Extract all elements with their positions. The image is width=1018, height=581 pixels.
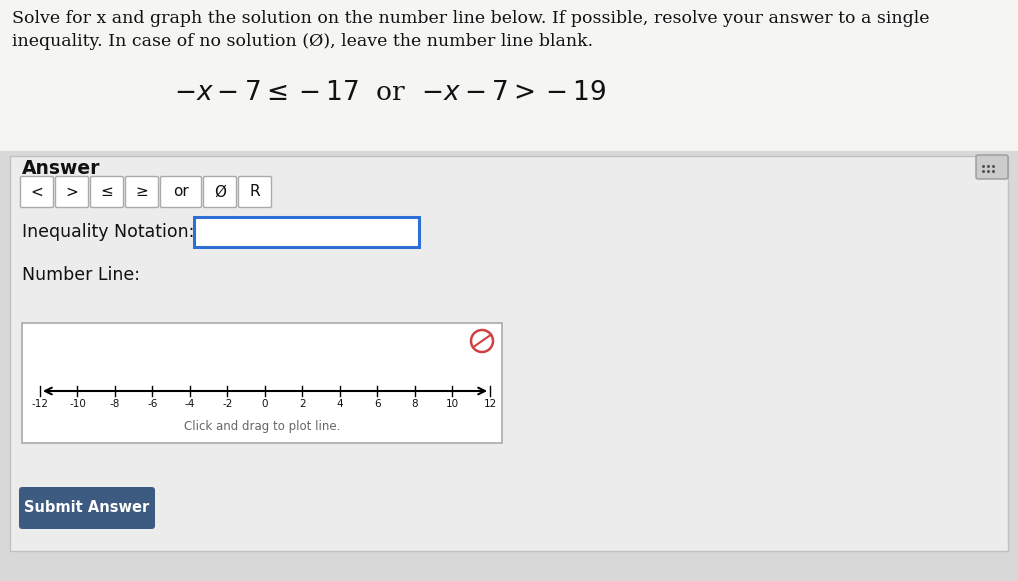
Text: -8: -8 bbox=[110, 399, 120, 409]
Text: Ø: Ø bbox=[214, 185, 226, 199]
Text: R: R bbox=[249, 185, 261, 199]
FancyBboxPatch shape bbox=[10, 156, 1008, 551]
Text: -10: -10 bbox=[69, 399, 86, 409]
Text: -6: -6 bbox=[148, 399, 158, 409]
Text: -2: -2 bbox=[222, 399, 233, 409]
FancyBboxPatch shape bbox=[20, 177, 54, 207]
Text: <: < bbox=[31, 185, 44, 199]
Text: ≥: ≥ bbox=[135, 185, 149, 199]
FancyBboxPatch shape bbox=[19, 487, 155, 529]
Text: -12: -12 bbox=[32, 399, 49, 409]
Text: or: or bbox=[173, 185, 189, 199]
FancyBboxPatch shape bbox=[976, 155, 1008, 179]
FancyBboxPatch shape bbox=[238, 177, 272, 207]
FancyBboxPatch shape bbox=[22, 323, 502, 443]
Text: Solve for x and graph the solution on the number line below. If possible, resolv: Solve for x and graph the solution on th… bbox=[12, 10, 929, 27]
Text: $-x-7\leq-17$  or  $-x-7>-19$: $-x-7\leq-17$ or $-x-7>-19$ bbox=[174, 81, 607, 106]
Text: 10: 10 bbox=[446, 399, 459, 409]
Text: Inequality Notation:: Inequality Notation: bbox=[22, 223, 194, 241]
FancyBboxPatch shape bbox=[194, 217, 419, 247]
Text: 4: 4 bbox=[337, 399, 343, 409]
Text: 8: 8 bbox=[411, 399, 418, 409]
FancyBboxPatch shape bbox=[0, 0, 1018, 151]
FancyBboxPatch shape bbox=[56, 177, 89, 207]
Text: 12: 12 bbox=[484, 399, 497, 409]
Text: inequality. In case of no solution (Ø), leave the number line blank.: inequality. In case of no solution (Ø), … bbox=[12, 33, 593, 50]
Text: ≤: ≤ bbox=[101, 185, 113, 199]
Text: Number Line:: Number Line: bbox=[22, 266, 140, 284]
Text: Answer: Answer bbox=[22, 159, 101, 178]
Text: Submit Answer: Submit Answer bbox=[24, 500, 150, 515]
FancyBboxPatch shape bbox=[91, 177, 123, 207]
Text: 6: 6 bbox=[375, 399, 381, 409]
Text: 2: 2 bbox=[299, 399, 305, 409]
FancyBboxPatch shape bbox=[125, 177, 159, 207]
Text: 0: 0 bbox=[262, 399, 269, 409]
Text: Click and drag to plot line.: Click and drag to plot line. bbox=[184, 420, 340, 433]
FancyBboxPatch shape bbox=[161, 177, 202, 207]
Text: -4: -4 bbox=[185, 399, 195, 409]
Text: >: > bbox=[65, 185, 78, 199]
FancyBboxPatch shape bbox=[204, 177, 236, 207]
